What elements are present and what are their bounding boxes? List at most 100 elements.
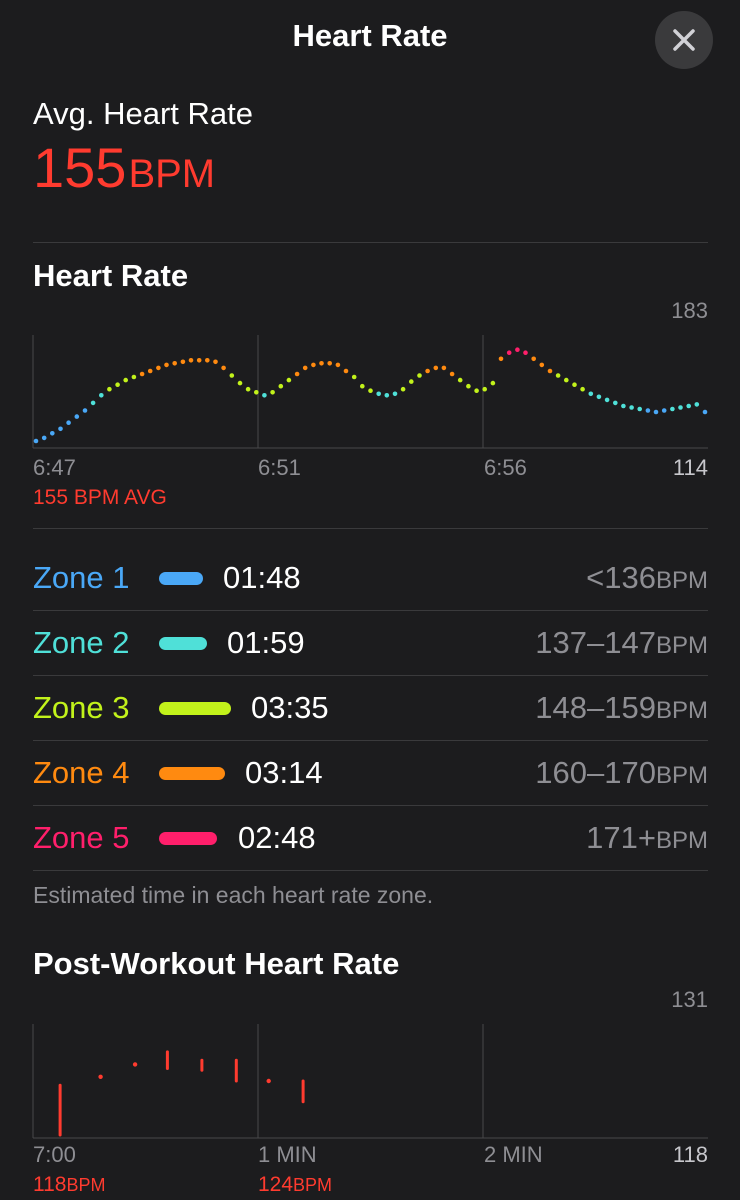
- zone-row-1[interactable]: Zone 1 01:48 <136BPM: [33, 546, 708, 611]
- heart-rate-point: [449, 371, 455, 377]
- avg-heart-rate-value: 155BPM: [33, 140, 215, 196]
- heart-rate-point: [172, 361, 177, 366]
- heart-rate-point: [131, 374, 137, 380]
- post-workout-end-value: 124BPM: [258, 1173, 332, 1197]
- heart-rate-point: [50, 431, 55, 436]
- heart-rate-point: [539, 362, 545, 368]
- post-workout-x-label-3: 2 MIN: [484, 1142, 543, 1167]
- heart-rate-point: [425, 368, 430, 374]
- zone-name: Zone 3: [33, 690, 130, 725]
- start-value-unit: BPM: [66, 1175, 106, 1195]
- heart-rate-point: [123, 377, 128, 383]
- heart-rate-point: [482, 386, 488, 392]
- avg-heart-rate-label: Avg. Heart Rate: [33, 96, 253, 131]
- divider: [33, 610, 708, 611]
- divider: [33, 242, 708, 243]
- heart-rate-point: [327, 361, 333, 366]
- divider: [33, 740, 708, 741]
- zone-range: 137–147BPM: [535, 625, 708, 661]
- post-workout-section-title: Post-Workout Heart Rate: [33, 946, 400, 981]
- heart-rate-point: [286, 377, 292, 383]
- zone-name: Zone 4: [33, 755, 130, 790]
- heart-rate-point: [417, 373, 422, 378]
- heart-rate-point: [360, 383, 365, 389]
- zone-range-value: <136: [586, 560, 656, 595]
- zone-range-unit: BPM: [655, 697, 708, 724]
- xmark-icon: [673, 29, 695, 51]
- heart-rate-point: [506, 350, 512, 355]
- zone-name: Zone 5: [33, 820, 130, 855]
- heart-rate-point: [74, 414, 80, 419]
- zone-range: <136BPM: [586, 560, 708, 596]
- heart-rate-x-label-3: 6:56: [484, 455, 527, 480]
- heart-rate-point: [156, 365, 161, 371]
- page-title: Heart Rate: [292, 18, 448, 53]
- end-value-unit: BPM: [293, 1175, 333, 1195]
- heart-rate-point: [253, 390, 259, 395]
- heart-rate-point: [351, 374, 357, 380]
- zone-row-2[interactable]: Zone 2 01:59 137–147BPM: [33, 611, 708, 676]
- heart-rate-x-label-1: 6:47: [33, 455, 76, 480]
- heart-rate-point: [147, 368, 153, 374]
- heart-rate-point: [294, 371, 300, 377]
- zone-range-value: 171+: [586, 820, 656, 855]
- post-workout-start-value: 118BPM: [33, 1173, 106, 1197]
- heart-rate-point: [588, 391, 594, 397]
- close-button[interactable]: [655, 11, 713, 69]
- heart-rate-point: [262, 393, 267, 398]
- zone-row-4[interactable]: Zone 4 03:14 160–170BPM: [33, 741, 708, 806]
- zone-time: 02:48: [238, 820, 316, 855]
- heart-rate-point: [213, 359, 218, 365]
- heart-rate-point: [229, 373, 235, 378]
- zone-range-value: 137–147: [535, 625, 656, 660]
- zone-bar: [159, 702, 231, 715]
- zone-range-unit: BPM: [655, 827, 708, 854]
- divider: [33, 805, 708, 806]
- heart-rate-point: [694, 402, 700, 407]
- heart-rate-point: [107, 386, 112, 392]
- heart-rate-point: [580, 386, 585, 392]
- heart-rate-point: [99, 393, 104, 398]
- heart-rate-point: [180, 359, 186, 365]
- post-workout-chart: [32, 1024, 708, 1139]
- heart-rate-chart: [32, 335, 708, 449]
- heart-rate-point: [66, 420, 71, 425]
- heart-rate-point: [33, 438, 39, 444]
- heart-rate-point: [661, 408, 667, 413]
- post-workout-point: [266, 1078, 271, 1084]
- heart-rate-point: [466, 383, 471, 389]
- heart-rate-point: [139, 371, 145, 377]
- heart-rate-point: [678, 405, 683, 410]
- zone-range-value: 160–170: [535, 755, 656, 790]
- post-workout-x-label-1: 7:00: [33, 1142, 76, 1167]
- heart-rate-point: [302, 365, 308, 371]
- heart-rate-y-min: 114: [672, 455, 708, 480]
- heart-rate-point: [457, 377, 463, 383]
- heart-rate-point: [523, 350, 528, 355]
- heart-rate-point: [409, 379, 414, 384]
- zone-range-unit: BPM: [655, 567, 708, 594]
- heart-rate-point: [686, 403, 691, 409]
- heart-rate-point: [490, 380, 496, 386]
- zone-range: 148–159BPM: [535, 690, 708, 726]
- post-workout-x-label-2: 1 MIN: [258, 1142, 317, 1167]
- heart-rate-point: [319, 361, 324, 366]
- heart-rate-point: [278, 383, 284, 389]
- heart-rate-point: [368, 388, 373, 393]
- heart-rate-point: [555, 373, 561, 378]
- zone-range-unit: BPM: [655, 632, 708, 659]
- heart-rate-point: [653, 409, 659, 415]
- heart-rate-point: [376, 391, 382, 397]
- heart-rate-point: [637, 406, 642, 412]
- zone-time: 03:14: [245, 755, 323, 790]
- heart-rate-point: [343, 368, 349, 374]
- heart-rate-point: [392, 391, 398, 397]
- zone-row-5[interactable]: Zone 5 02:48 171+BPM: [33, 806, 708, 871]
- divider: [33, 528, 708, 529]
- zone-row-3[interactable]: Zone 3 03:35 148–159BPM: [33, 676, 708, 741]
- heart-rate-point: [58, 426, 63, 432]
- zone-bar: [159, 637, 207, 650]
- heart-rate-point: [41, 435, 47, 441]
- end-value-number: 124: [258, 1173, 294, 1196]
- heart-rate-point: [90, 400, 96, 406]
